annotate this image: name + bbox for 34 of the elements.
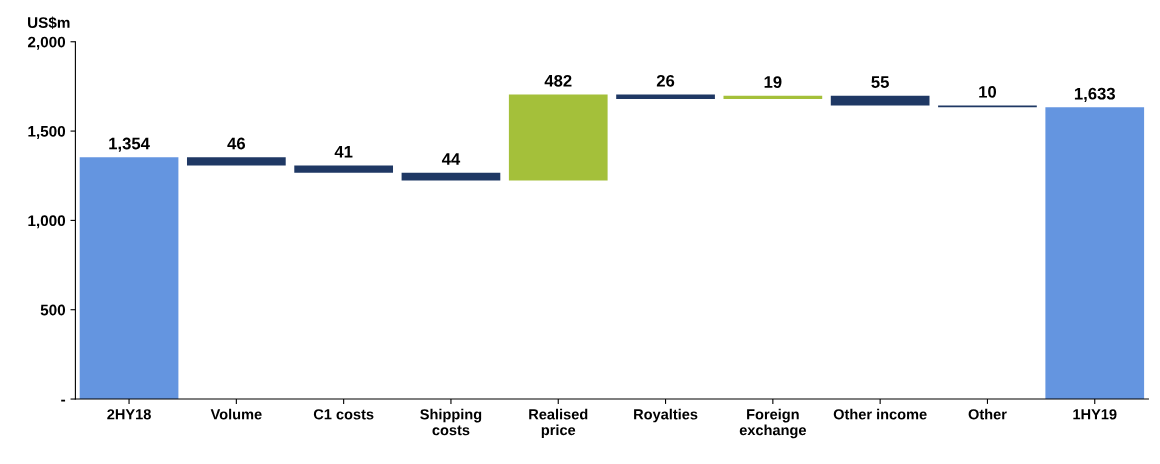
y-tick-label: 2,000 — [27, 36, 66, 50]
bar — [294, 165, 394, 173]
bar — [186, 157, 286, 166]
y-tick-label: - — [61, 399, 66, 402]
bar — [830, 95, 930, 106]
bar — [508, 94, 608, 181]
x-tick-label: C1 costs — [313, 409, 374, 420]
data-label: 55 — [871, 76, 889, 88]
y-tick-label: 1,000 — [28, 215, 66, 229]
x-tick-label: Other income — [833, 408, 927, 420]
y-axis-title: US$m — [28, 16, 70, 30]
data-label: 19 — [764, 76, 782, 88]
bar — [401, 172, 501, 181]
data-label: 26 — [656, 74, 675, 87]
x-tick-label: Foreign exchange — [739, 408, 806, 439]
data-label: 46 — [227, 137, 246, 150]
x-tick-label: Realised price — [529, 408, 588, 439]
x-tick-label: Royalties — [634, 408, 698, 423]
x-tick-label: Other — [968, 408, 1007, 420]
y-tick-label: 500 — [40, 304, 66, 316]
data-label: 482 — [544, 74, 572, 87]
data-label: 1,354 — [109, 137, 150, 152]
bar — [79, 157, 179, 400]
y-tick-label: 1,500 — [28, 125, 66, 139]
data-label: 41 — [334, 145, 353, 158]
data-label: 10 — [979, 85, 997, 98]
x-tick-label: Shipping costs — [420, 408, 482, 436]
data-label: 1,633 — [1074, 87, 1115, 102]
bar — [616, 94, 715, 100]
data-label: 44 — [441, 153, 461, 165]
x-tick-label: 2HY18 — [107, 409, 151, 420]
x-tick-label: 1HY19 — [1073, 409, 1117, 420]
bar — [1045, 107, 1145, 400]
x-tick-label: Volume — [210, 408, 262, 420]
